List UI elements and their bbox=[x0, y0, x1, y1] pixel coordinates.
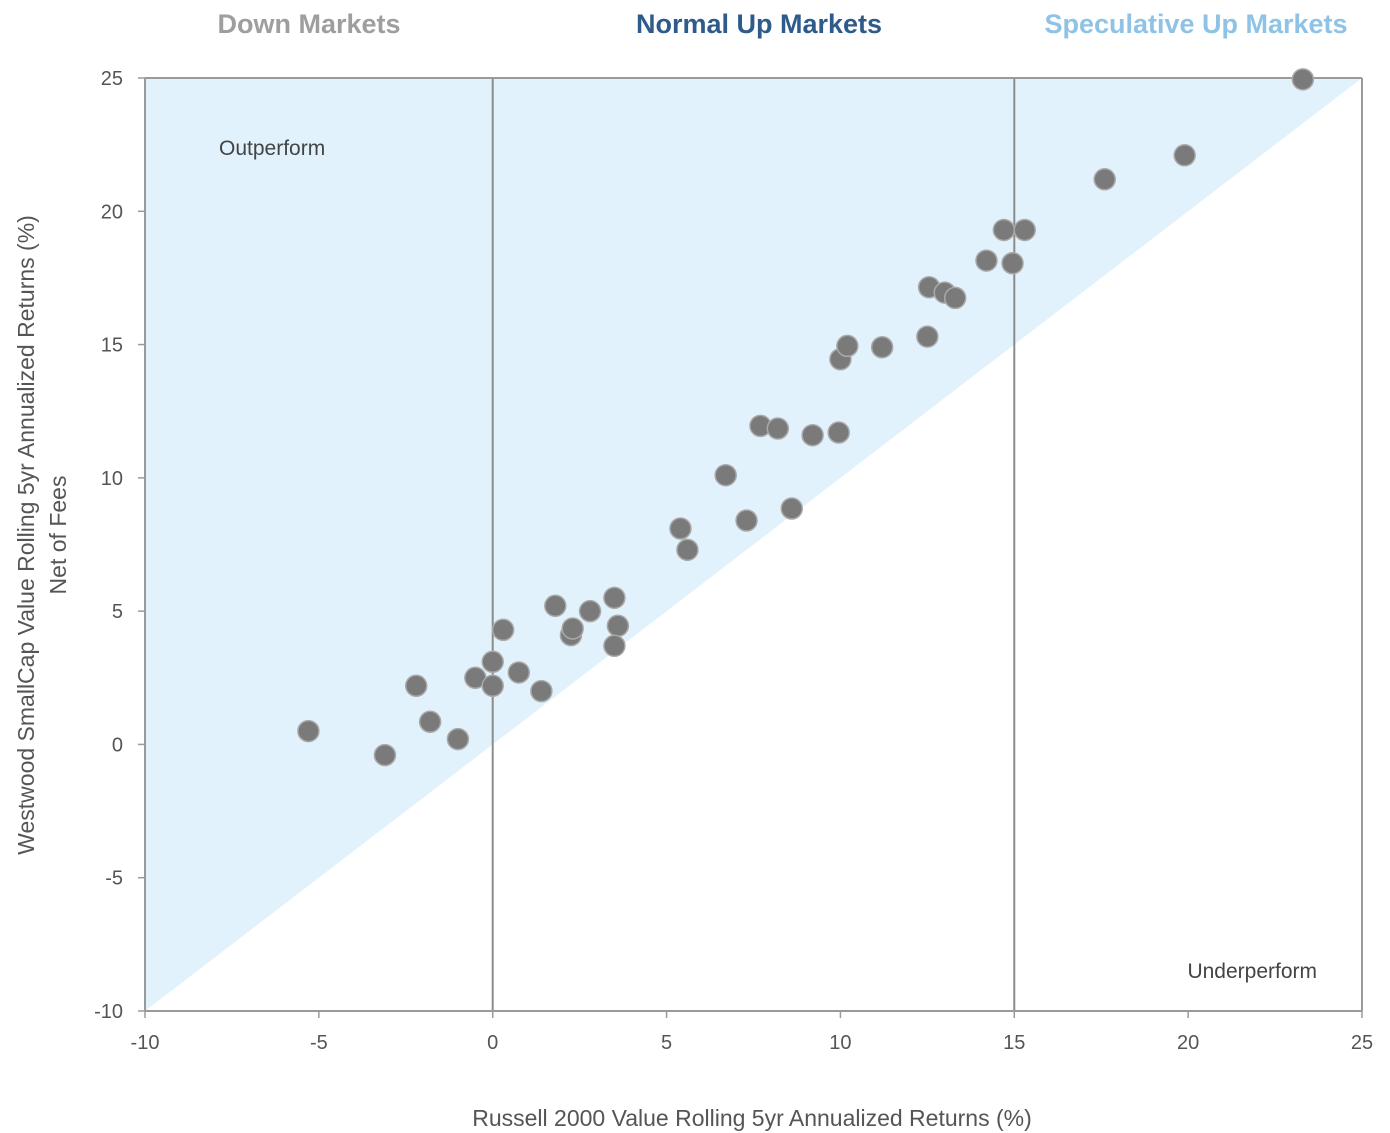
data-point bbox=[446, 727, 470, 751]
y-tick-label: 5 bbox=[112, 601, 123, 623]
region-label-normal-up-markets: Normal Up Markets bbox=[636, 9, 882, 39]
outperform-label: Outperform bbox=[219, 137, 325, 160]
data-point bbox=[603, 586, 626, 610]
data-point bbox=[801, 423, 824, 447]
data-point bbox=[827, 421, 850, 444]
data-point bbox=[481, 674, 504, 698]
x-tick-label: 20 bbox=[1177, 1032, 1199, 1054]
x-tick-label: -10 bbox=[131, 1032, 160, 1054]
data-point bbox=[373, 743, 397, 767]
data-point bbox=[507, 661, 531, 684]
data-point bbox=[870, 335, 894, 359]
x-tick-label: 25 bbox=[1351, 1032, 1373, 1054]
y-tick-label: -5 bbox=[105, 868, 123, 890]
data-point bbox=[603, 634, 626, 658]
x-tick-label: 10 bbox=[829, 1032, 851, 1054]
y-tick-label: 20 bbox=[101, 201, 123, 223]
data-point bbox=[1173, 144, 1196, 167]
y-axis-title-line-1: Westwood SmallCap Value Rolling 5yr Annu… bbox=[13, 215, 39, 855]
y-tick-label: 0 bbox=[112, 734, 123, 756]
data-point bbox=[544, 594, 567, 618]
y-axis-title-line-2: Net of Fees bbox=[45, 476, 71, 595]
data-point bbox=[1013, 218, 1036, 242]
y-tick-label: 25 bbox=[101, 68, 123, 90]
data-point bbox=[1291, 68, 1315, 91]
data-point bbox=[735, 509, 758, 532]
y-tick-label: -10 bbox=[94, 1001, 123, 1023]
data-point bbox=[1001, 252, 1024, 275]
data-point bbox=[766, 417, 790, 440]
data-point bbox=[297, 719, 320, 743]
y-axis-ticks: -10 -5 0 5 10 15 20 25 bbox=[94, 68, 145, 1023]
data-point bbox=[530, 679, 553, 703]
x-tick-label: 0 bbox=[487, 1032, 498, 1054]
x-tick-label: -5 bbox=[310, 1032, 328, 1054]
x-axis-title: Russell 2000 Value Rolling 5yr Annualize… bbox=[472, 1105, 1032, 1131]
axes bbox=[144, 77, 1363, 1012]
data-point bbox=[578, 599, 602, 623]
data-point bbox=[714, 463, 737, 487]
data-point bbox=[491, 618, 515, 642]
x-axis-ticks: -10 -5 0 5 10 15 20 25 bbox=[131, 1011, 1373, 1054]
data-point bbox=[669, 517, 692, 540]
data-point bbox=[418, 710, 442, 734]
data-point bbox=[404, 674, 428, 698]
data-point bbox=[780, 497, 803, 520]
y-tick-label: 10 bbox=[101, 468, 123, 490]
y-tick-label: 15 bbox=[101, 335, 123, 357]
data-point bbox=[561, 617, 584, 640]
data-point bbox=[916, 325, 939, 348]
data-point bbox=[606, 614, 630, 638]
data-point bbox=[975, 249, 998, 272]
data-point bbox=[836, 334, 859, 358]
data-point bbox=[481, 650, 504, 674]
x-tick-label: 5 bbox=[661, 1032, 672, 1054]
region-label-speculative-up-markets: Speculative Up Markets bbox=[1044, 9, 1347, 39]
outperform-region bbox=[145, 78, 1362, 1011]
data-points bbox=[297, 68, 1315, 767]
data-point bbox=[676, 538, 699, 562]
data-point bbox=[992, 218, 1016, 242]
underperform-label: Underperform bbox=[1187, 960, 1317, 983]
x-tick-label: 15 bbox=[1003, 1032, 1025, 1054]
data-point bbox=[1093, 168, 1116, 191]
data-point bbox=[943, 286, 967, 310]
region-label-down-markets: Down Markets bbox=[217, 9, 400, 39]
